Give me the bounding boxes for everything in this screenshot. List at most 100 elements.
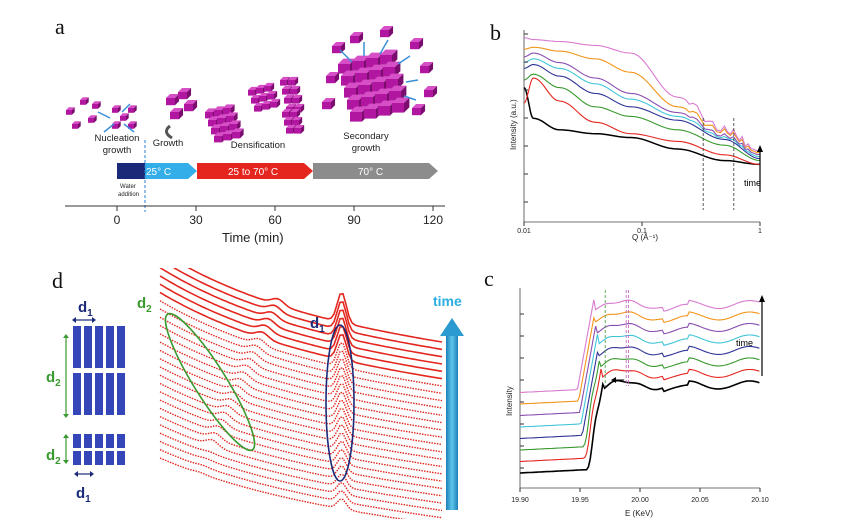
d-spacing-schematic: d1 d2 d2 d1 <box>46 299 125 505</box>
saxs-trace <box>159 283 443 373</box>
crystal-face <box>294 128 301 134</box>
b-x-tick-label: 1 <box>758 228 762 235</box>
crystal-side <box>297 108 301 118</box>
d2-arrowhead <box>63 334 69 338</box>
d-time-arrowhead <box>440 318 464 336</box>
b-x-ticks: 0.01 0.1 1 <box>517 33 762 235</box>
crystal-face <box>259 96 266 102</box>
saxs-trace <box>159 291 443 380</box>
crystal-side <box>78 121 81 129</box>
crystal-face <box>386 79 398 89</box>
crystal-top <box>208 116 220 120</box>
saxs-trace <box>159 268 443 358</box>
crystal-face <box>214 136 222 143</box>
crystal-face <box>170 112 179 120</box>
attachment-arrow <box>123 123 135 133</box>
saxs-trace <box>159 415 443 490</box>
saxs-trace <box>159 407 443 482</box>
crystal-top <box>128 105 137 108</box>
crystal-face <box>214 110 222 117</box>
crystal-face <box>92 104 98 109</box>
crystal-face <box>380 55 392 65</box>
b-series-t4 <box>523 64 761 160</box>
crystal-face <box>355 73 367 83</box>
panel-d: d d1 d2 d2 d1 d1 d2 time <box>46 268 464 519</box>
crystal-face <box>352 61 364 71</box>
stage-label: Nucleation <box>95 133 140 144</box>
nanorod-long <box>84 326 92 368</box>
crystal-face <box>358 85 370 95</box>
crystal-top <box>112 105 121 108</box>
crystal-face <box>178 92 187 100</box>
saxs-trace <box>159 308 443 394</box>
crystal-top <box>352 55 370 61</box>
crystal-top <box>338 58 356 64</box>
saxs-trace <box>159 333 443 416</box>
crystal-side <box>126 113 129 121</box>
crystal-face <box>128 108 134 113</box>
c-shift-arrowhead <box>611 377 616 383</box>
crystal-top <box>326 71 340 76</box>
crystal-face <box>378 106 390 116</box>
nanorod-long <box>84 373 92 415</box>
nanorod-long <box>95 326 103 368</box>
saxs-trace <box>159 374 443 453</box>
nanorod-short <box>95 451 103 465</box>
crystal-side <box>118 121 121 129</box>
crystal-face <box>380 30 389 38</box>
crystal-top <box>232 128 244 132</box>
c-series-t6 <box>519 322 760 417</box>
crystal-side <box>433 85 438 98</box>
crystal-top <box>80 97 89 100</box>
d2-label-bottom: d2 <box>46 447 61 467</box>
nanorod-short <box>84 451 92 465</box>
crystal-side <box>389 25 394 38</box>
d2-ellipse <box>164 312 256 452</box>
crystal-top <box>178 87 192 92</box>
crystal-top <box>290 85 301 89</box>
crystal-face <box>326 76 335 84</box>
nucleation-bar <box>117 163 145 179</box>
crystal-face <box>392 103 404 113</box>
crystal-side <box>392 49 398 65</box>
crystal-face <box>112 108 118 113</box>
crystal-top <box>424 85 438 90</box>
c-series-t8 <box>519 299 760 394</box>
crystal-face <box>350 112 362 122</box>
nanorod-long <box>117 373 125 415</box>
crystal-top <box>364 103 382 109</box>
crystal-face <box>211 128 219 135</box>
c-plot-area <box>519 290 760 474</box>
d2-arrowhead <box>63 414 69 418</box>
crystal-face <box>375 94 387 104</box>
crystal-face <box>361 97 373 107</box>
nanorod-long <box>106 326 114 368</box>
time-tick-label: 60 <box>268 213 282 227</box>
crystal-top <box>383 61 401 67</box>
crystal-face <box>267 94 274 100</box>
stage-label: Densification <box>231 140 285 151</box>
crystal-top <box>112 121 121 124</box>
crystal-side <box>237 120 241 131</box>
crystal-face <box>332 46 341 54</box>
crystal-face <box>280 80 287 86</box>
crystal-top <box>286 124 297 128</box>
d1-label-bottom: d1 <box>76 485 91 505</box>
crystal-face <box>112 124 118 129</box>
panel-b: b 0.01 0.1 1 Intensity (a.u.) Q (Å⁻¹) time <box>490 20 763 242</box>
crystal-top <box>294 103 305 107</box>
nanorod-long <box>106 373 114 415</box>
crystal-side <box>299 94 303 104</box>
crystal-face <box>205 112 213 119</box>
c-series-t7 <box>519 311 760 405</box>
d-time-arrow <box>446 334 458 510</box>
saxs-trace <box>159 382 443 460</box>
attachment-arrow <box>405 79 419 83</box>
crystal-top <box>412 103 426 108</box>
crystal-face <box>282 89 289 95</box>
crystal-face <box>284 98 291 104</box>
crystal-side <box>297 85 301 95</box>
crystal-top <box>284 94 295 98</box>
